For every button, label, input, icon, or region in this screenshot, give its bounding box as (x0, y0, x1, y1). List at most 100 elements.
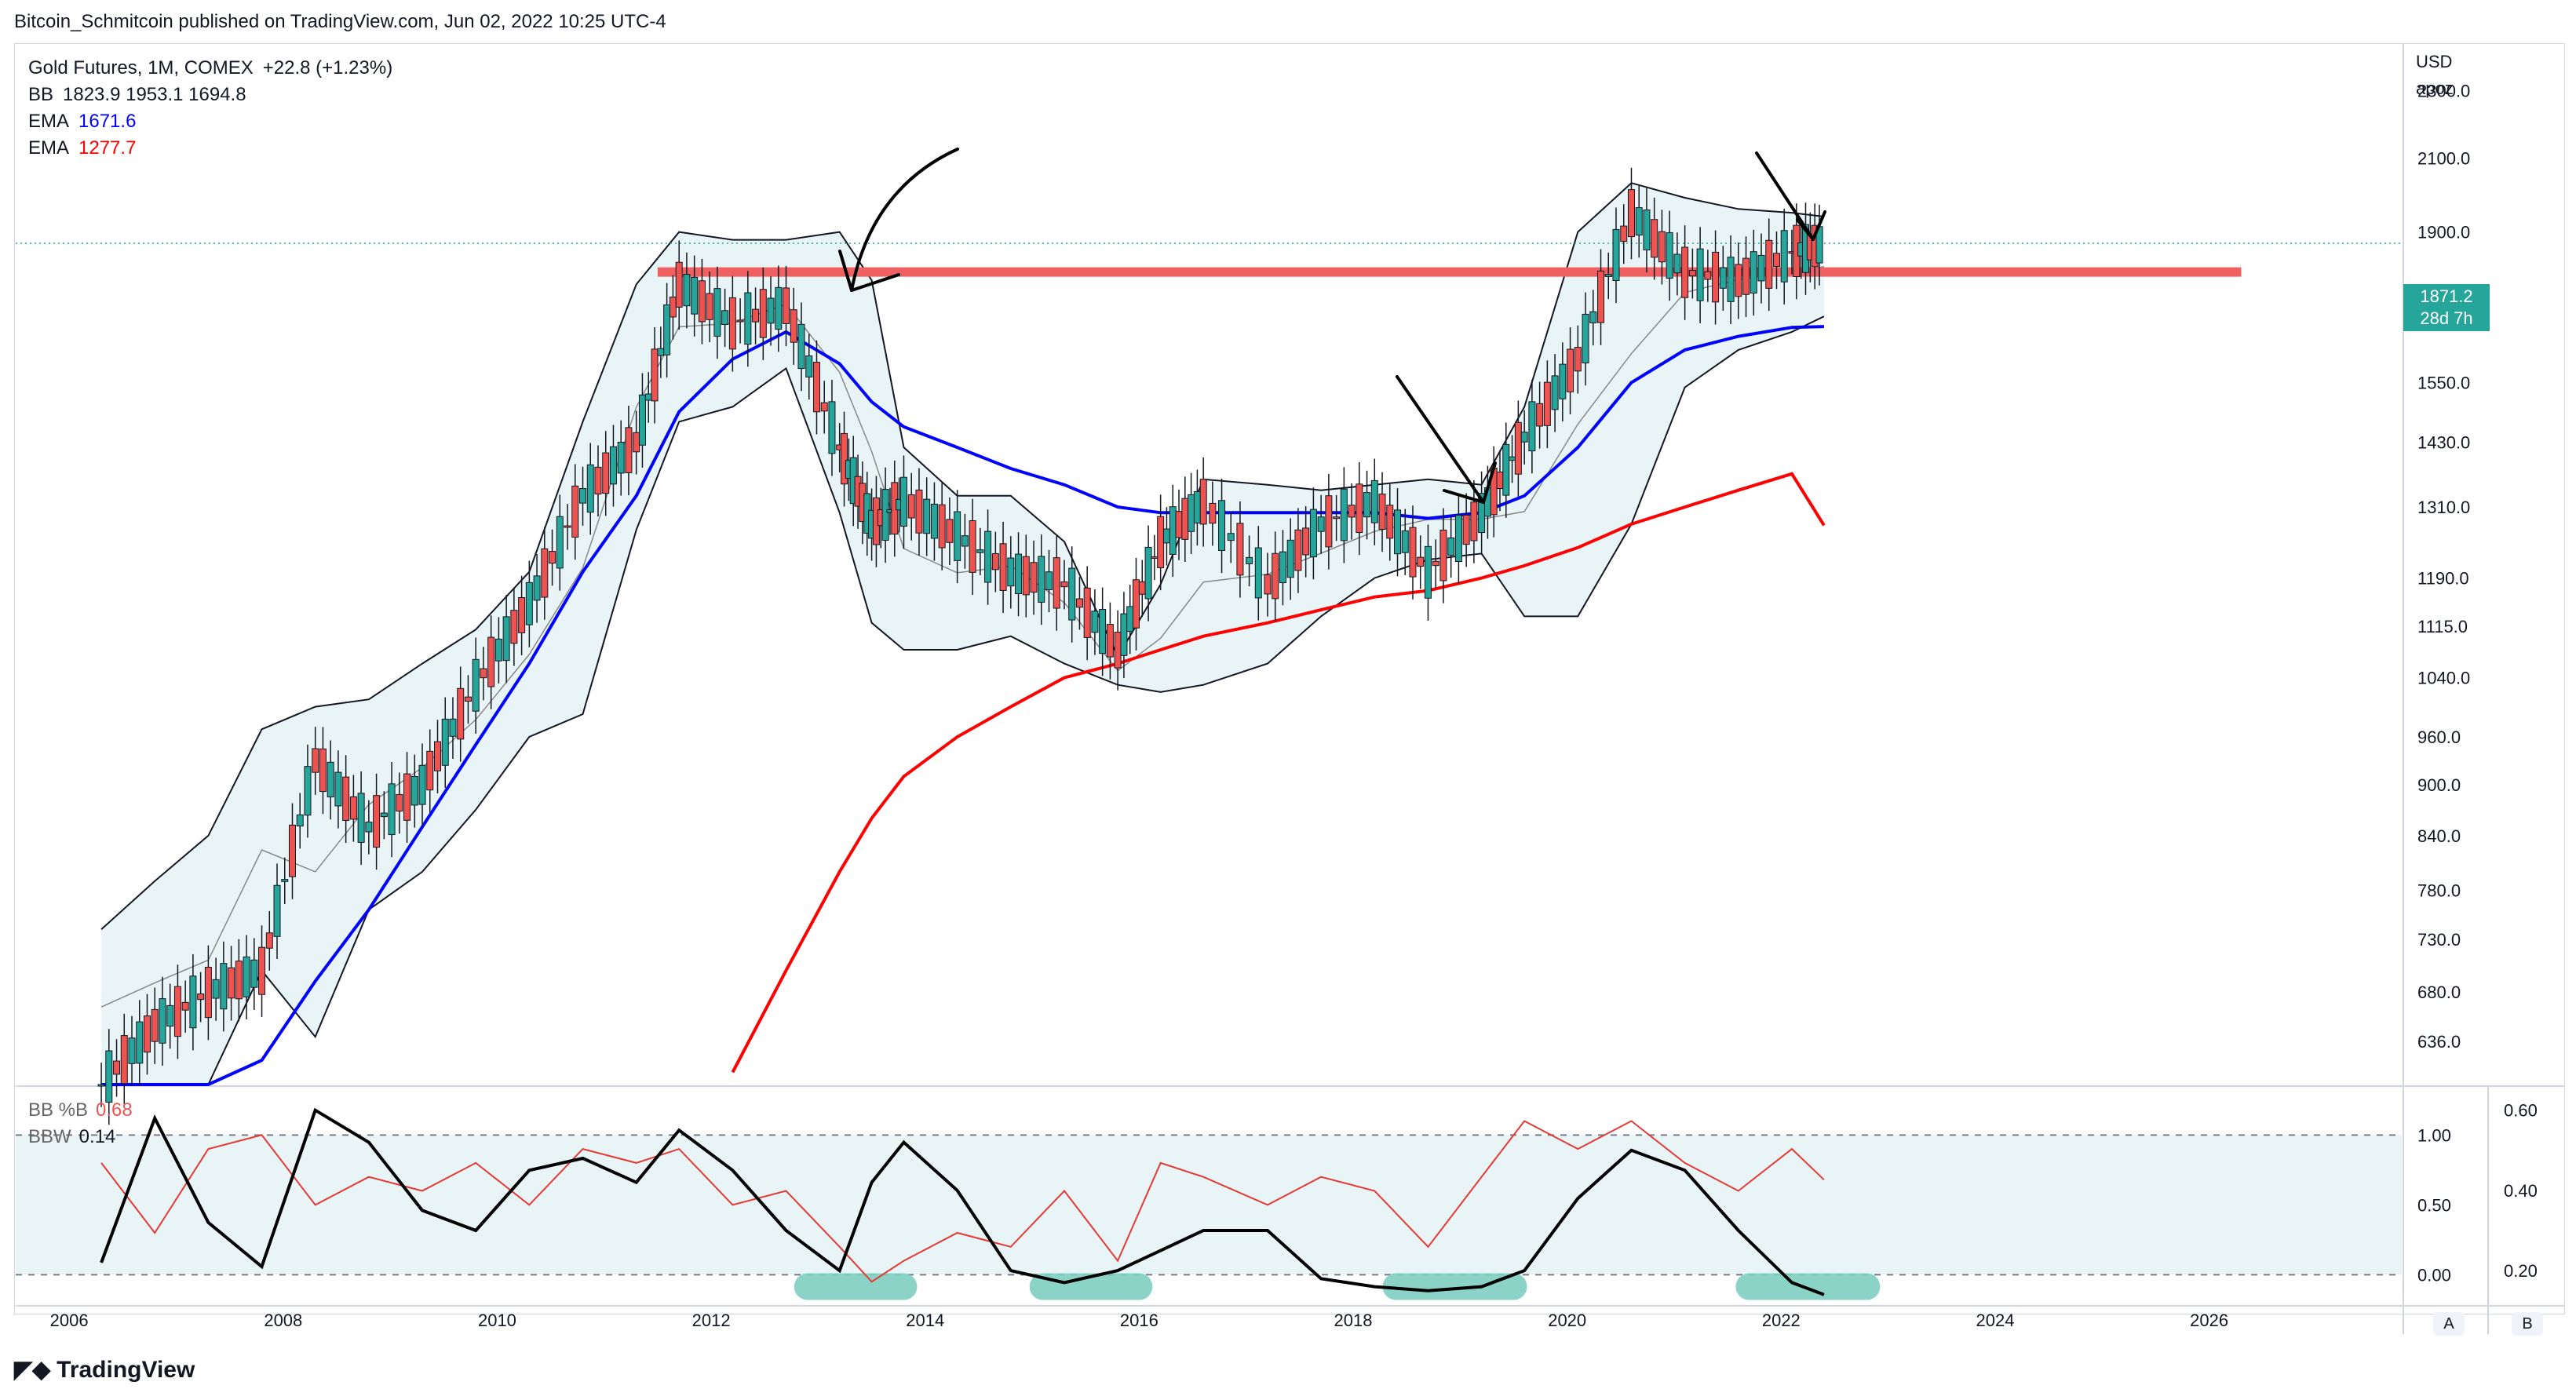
candle-body (657, 348, 665, 356)
candle-body (1757, 254, 1765, 282)
candle-body (797, 323, 805, 370)
bbw-label[interactable]: BBW (28, 1126, 71, 1147)
candle-body (1712, 251, 1720, 303)
candle-body (1138, 581, 1146, 595)
brand-label: TradingView (57, 1357, 195, 1383)
candle-body (1038, 556, 1045, 603)
candle-body (1370, 479, 1378, 523)
price-tick-label: 780.0 (2417, 881, 2461, 901)
bollinger-band-fill (101, 183, 1824, 1085)
candle-body (938, 504, 946, 549)
candle-body (1106, 624, 1114, 658)
candle-body (1075, 598, 1083, 608)
candle-body (1620, 225, 1628, 242)
time-tick-label: 2020 (1548, 1311, 1586, 1330)
candle-body (1673, 253, 1681, 274)
candle-body (1454, 515, 1462, 562)
candle-body (1162, 528, 1170, 544)
candle-body (1286, 539, 1294, 578)
candle-body (564, 525, 571, 528)
candle-body (1536, 403, 1544, 427)
candle-body (969, 520, 976, 573)
symbol-label[interactable]: Gold Futures, 1M, COMEX (28, 57, 254, 78)
tradingview-logo-icon: ◤◆ (14, 1357, 51, 1383)
candle-body (1681, 246, 1689, 298)
candle-body (357, 793, 365, 843)
price-tick-label: 1550.0 (2417, 374, 2470, 393)
candle-body (1227, 533, 1235, 541)
price-tick-label: 1190.0 (2417, 569, 2469, 589)
candle-body (97, 1084, 105, 1087)
bbpb-label[interactable]: BB %B (28, 1099, 89, 1121)
candle-body (1401, 530, 1409, 553)
price-tick-label: 1430.0 (2417, 432, 2470, 452)
ema-fast-label[interactable]: EMA (28, 111, 70, 132)
candle-body (579, 488, 587, 504)
candle-body (243, 956, 250, 997)
candle-body (1582, 313, 1589, 363)
price-tick-label: 960.0 (2417, 727, 2461, 747)
currency-label[interactable]: USD (2416, 52, 2453, 71)
countdown: 28d 7h (2420, 308, 2473, 328)
scale-note[interactable]: apoz (2416, 78, 2454, 98)
candle-body (434, 741, 442, 771)
candle-body (265, 932, 273, 949)
candle-body (1447, 537, 1455, 556)
candle-body (250, 959, 258, 988)
ema-slow-value: 1277.7 (78, 137, 137, 159)
candle-body (327, 761, 334, 798)
candle-body (790, 309, 797, 343)
candle-body (1045, 571, 1053, 591)
candle-body (181, 1001, 189, 1011)
candle-body (1199, 479, 1207, 525)
current-price: 1871.2 (2420, 286, 2473, 306)
candle-body (698, 280, 706, 323)
b-button[interactable]: B (2512, 1312, 2543, 1336)
candle-body (783, 287, 790, 324)
candle-body (449, 718, 457, 737)
candle-body (472, 658, 480, 712)
candle-body (173, 986, 181, 1037)
bbw-tick-label: 0.40 (2504, 1181, 2538, 1201)
candle-body (1780, 230, 1788, 283)
ema-slow-label[interactable]: EMA (28, 137, 70, 159)
candle-body (1169, 506, 1177, 555)
candle-body (669, 297, 677, 318)
candle-body (946, 519, 954, 543)
candle-body (1574, 347, 1582, 372)
candle-body (625, 427, 633, 473)
candle-body (556, 516, 564, 569)
candle-body (273, 884, 281, 937)
candle-body (1272, 552, 1279, 600)
time-tick-label: 2022 (1762, 1311, 1801, 1330)
candle-body (1060, 581, 1068, 588)
candle-body (721, 310, 729, 325)
candle-body (1597, 270, 1605, 323)
candle-body (1348, 505, 1356, 518)
candle-body (1735, 264, 1742, 297)
bb-label[interactable]: BB (28, 84, 54, 105)
candle-body (930, 503, 938, 539)
candle-body (1772, 253, 1780, 268)
candle-body (571, 485, 579, 538)
candle-body (586, 464, 594, 513)
candle-body (349, 796, 357, 820)
auto-scale-button[interactable]: A (2433, 1312, 2465, 1336)
candle-body (1083, 587, 1091, 638)
candle-body (510, 610, 518, 644)
candle-body (312, 748, 319, 773)
candle-body (105, 1050, 113, 1103)
candle-body (1612, 228, 1620, 281)
bb-values: 1823.9 1953.1 1694.8 (63, 84, 246, 105)
candle-body (1218, 500, 1226, 551)
candle-body (1193, 490, 1201, 523)
candle-body (617, 442, 625, 474)
candle-body (881, 489, 889, 541)
footer-brand[interactable]: ◤◆ TradingView (14, 1356, 195, 1384)
candle-body (1068, 567, 1076, 621)
candle-body (480, 668, 487, 679)
candle-body (143, 1015, 151, 1053)
candle-body (1317, 516, 1325, 532)
candle-body (396, 793, 403, 812)
